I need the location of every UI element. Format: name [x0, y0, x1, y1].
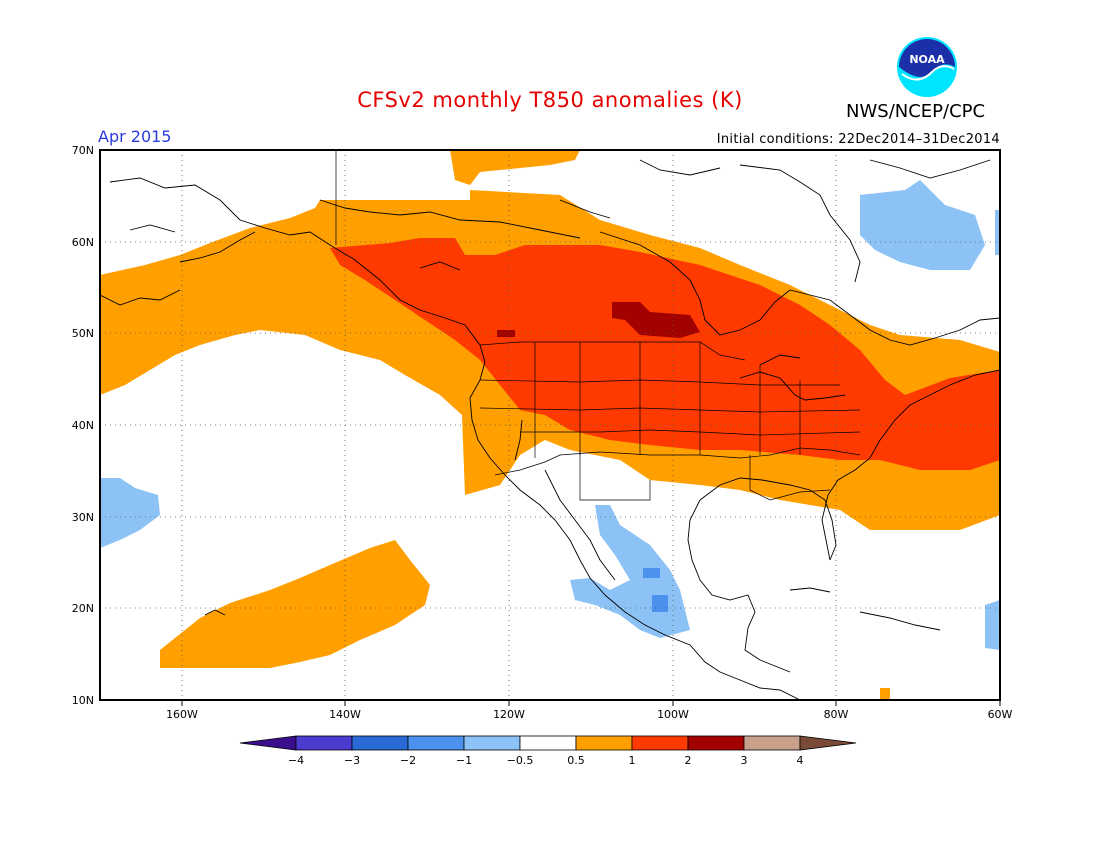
anomaly-midblue-mexico-2: [652, 595, 668, 612]
lon-label-120w: 120W: [493, 708, 525, 721]
colorbar-label-0: −4: [288, 754, 304, 767]
map-frame: [99, 149, 1001, 701]
forecast-month-label: Apr 2015: [98, 127, 172, 146]
lat-label-10n: 10N: [72, 694, 94, 707]
colorbar-segment-8: [687, 735, 745, 751]
political-borders: [335, 150, 861, 501]
colorbar-segment-1: [295, 735, 353, 751]
latitude-axis: 70N 60N 50N 40N 30N 20N 10N: [72, 144, 94, 707]
colorbar-label-5: 0.5: [567, 754, 585, 767]
colorbar-label-9: 4: [797, 754, 804, 767]
lon-label-160w: 160W: [166, 708, 198, 721]
colorbar-segment-5: [519, 735, 577, 751]
lat-label-70n: 70N: [72, 144, 94, 157]
organization-label: NWS/NCEP/CPC: [846, 101, 986, 122]
lat-label-40n: 40N: [72, 419, 94, 432]
anomaly-orange-arctic: [450, 150, 580, 185]
colorbar-segment-9: [743, 735, 801, 751]
colorbar-label-4: −0.5: [507, 754, 534, 767]
lat-label-20n: 20N: [72, 602, 94, 615]
anomaly-blue-pacific: [100, 478, 160, 548]
longitude-axis: 160W 140W 120W 100W 80W 60W: [166, 700, 1013, 721]
anomaly-blue-mexico: [570, 505, 690, 638]
map-gridlines: [100, 150, 1000, 700]
anomaly-midblue-mexico-1: [643, 568, 660, 578]
anomaly-orange-caribbean-dot: [880, 688, 890, 700]
initial-conditions-label: Initial conditions: 22Dec2014–31Dec2014: [716, 132, 1000, 147]
colorbar-label-7: 2: [685, 754, 692, 767]
lon-label-140w: 140W: [329, 708, 361, 721]
anomaly-darkred-bc-dot: [497, 330, 515, 337]
colorbar-label-8: 3: [741, 754, 748, 767]
noaa-logo-icon: NOAA: [897, 37, 957, 97]
anomaly-field: [100, 150, 1000, 700]
colorbar-segment-6: [575, 735, 633, 751]
anomaly-red-north-america: [330, 238, 1000, 470]
colorbar-segment-2: [351, 735, 409, 751]
logo-text: NOAA: [909, 53, 945, 66]
lat-label-60n: 60N: [72, 236, 94, 249]
colorbar-label-2: −2: [400, 754, 416, 767]
colorbar-segment-below-min: [239, 735, 297, 751]
colorbar-label-6: 1: [629, 754, 636, 767]
lat-label-30n: 30N: [72, 511, 94, 524]
colorbar-segment-above-max: [799, 735, 857, 751]
anomaly-blue-east-edge: [995, 210, 1000, 255]
anomaly-blue-caribbean: [985, 600, 1000, 650]
chart-title: CFSv2 monthly T850 anomalies (K): [357, 88, 743, 112]
colorbar: −4 −3 −2 −1 −0.5 0.5 1 2 3 4: [239, 735, 857, 767]
anomaly-orange-hawaii: [160, 540, 430, 668]
colorbar-segment-7: [631, 735, 689, 751]
lon-label-80w: 80W: [824, 708, 849, 721]
coastlines: [100, 159, 1000, 700]
lat-label-50n: 50N: [72, 327, 94, 340]
lon-label-100w: 100W: [657, 708, 689, 721]
colorbar-segment-4: [463, 735, 521, 751]
anomaly-darkred-manitoba: [612, 302, 700, 338]
anomaly-blue-labrador: [860, 180, 985, 270]
colorbar-segment-3: [407, 735, 465, 751]
colorbar-label-1: −3: [344, 754, 360, 767]
colorbar-label-3: −1: [456, 754, 472, 767]
lon-label-60w: 60W: [988, 708, 1013, 721]
